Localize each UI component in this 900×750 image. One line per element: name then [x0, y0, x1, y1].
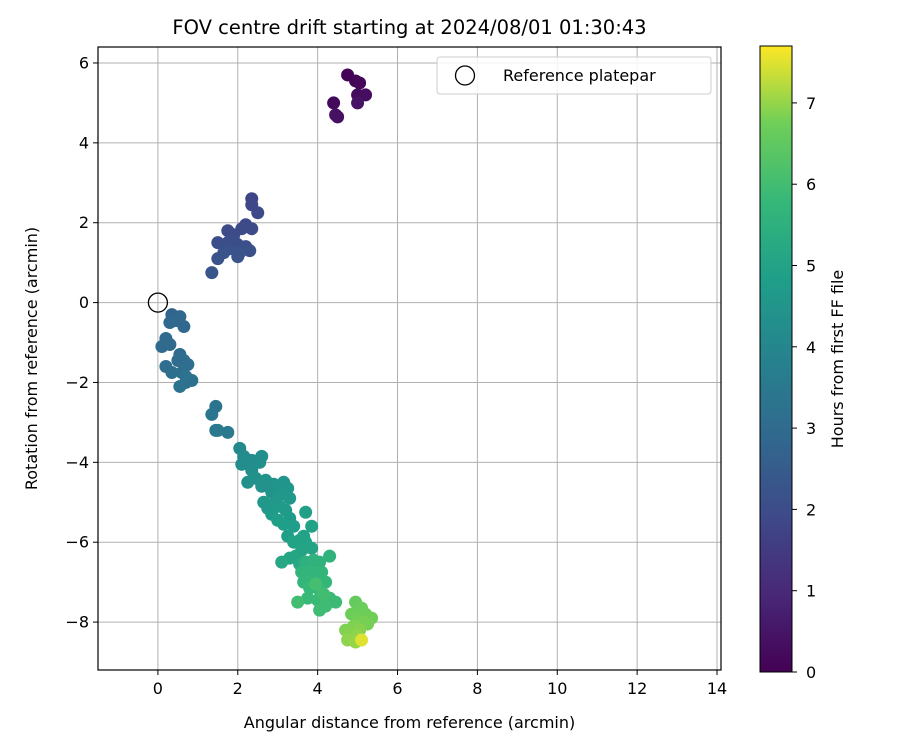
data-point	[227, 234, 241, 248]
data-point	[211, 236, 225, 250]
x-tick-label: 12	[627, 679, 647, 698]
data-point	[173, 310, 187, 324]
data-point	[283, 491, 297, 505]
colorbar-tick-label: 4	[806, 338, 816, 357]
legend: Reference platepar	[436, 56, 712, 95]
data-point	[163, 338, 177, 352]
x-tick-label: 2	[233, 679, 243, 698]
data-point	[241, 475, 255, 489]
y-tick-label: 2	[79, 213, 89, 232]
data-point	[329, 108, 343, 122]
x-tick-label: 14	[707, 679, 727, 698]
y-tick-label: 6	[79, 53, 89, 72]
data-point	[205, 266, 219, 280]
data-point	[271, 513, 285, 527]
legend-marker-circle	[454, 65, 476, 86]
y-tick-label: 4	[79, 133, 89, 152]
y-tick-label: −6	[65, 533, 89, 552]
data-point	[317, 587, 331, 601]
data-point	[163, 316, 177, 330]
chart-title: FOV centre drift starting at 2024/08/01 …	[172, 16, 646, 39]
data-point	[291, 595, 305, 609]
y-tick-label: −4	[65, 453, 89, 472]
data-point	[287, 535, 301, 549]
x-tick-label: 0	[153, 679, 163, 698]
data-point	[211, 423, 225, 437]
data-point	[211, 252, 225, 266]
data-point	[309, 577, 323, 591]
data-point	[231, 250, 245, 264]
data-point	[179, 369, 193, 383]
data-point	[323, 549, 337, 563]
data-point	[353, 76, 367, 90]
y-tick-label: −8	[65, 613, 89, 632]
data-point	[329, 595, 343, 609]
data-points	[155, 68, 379, 649]
data-point	[287, 519, 301, 533]
data-point	[171, 353, 185, 367]
colorbar-tick-label: 1	[806, 582, 816, 601]
colorbar-ticks: 0 1 2 3 4 5 6 7	[792, 94, 816, 682]
data-point	[251, 206, 265, 220]
colorbar-gradient	[759, 45, 793, 673]
data-point	[255, 479, 269, 493]
data-point	[295, 565, 309, 579]
y-axis-ticks: −8 −6 −4 −2 0 2 4 6	[65, 53, 98, 632]
data-point	[359, 88, 373, 102]
colorbar-tick-label: 6	[806, 175, 816, 194]
data-point	[305, 541, 319, 555]
x-tick-label: 10	[547, 679, 567, 698]
y-tick-label: 0	[79, 293, 89, 312]
x-axis-label: Angular distance from reference (arcmin)	[244, 713, 575, 732]
data-point	[165, 365, 179, 379]
data-point	[245, 222, 259, 236]
data-point	[221, 425, 235, 439]
data-point	[313, 603, 327, 617]
data-point	[327, 96, 341, 110]
data-point	[253, 455, 267, 469]
x-axis-ticks: 0 2 4 6 8 10 12 14	[153, 670, 727, 698]
data-point	[305, 519, 319, 533]
colorbar-label: Hours from first FF file	[828, 270, 847, 449]
data-point	[235, 457, 249, 471]
data-point	[315, 565, 329, 579]
x-tick-label: 6	[392, 679, 402, 698]
data-point	[313, 555, 327, 569]
data-point	[243, 244, 257, 258]
data-point	[355, 633, 369, 647]
y-axis-label: Rotation from reference (arcmin)	[22, 227, 41, 490]
data-point	[351, 96, 365, 110]
reference-point	[147, 292, 169, 313]
reference-marker	[147, 292, 169, 313]
colorbar-tick-label: 5	[806, 257, 816, 276]
legend-entry: Reference platepar	[503, 66, 656, 85]
colorbar: 0 1 2 3 4 5 6 7 Hours from first FF file	[759, 45, 847, 682]
colorbar-tick-label: 7	[806, 94, 816, 113]
data-point	[299, 505, 313, 519]
colorbar-tick-label: 3	[806, 419, 816, 438]
data-point	[173, 379, 187, 393]
data-point	[177, 320, 191, 334]
colorbar-tick-label: 2	[806, 500, 816, 519]
x-tick-label: 4	[313, 679, 323, 698]
data-point	[301, 591, 315, 605]
legend-box	[436, 56, 712, 95]
colorbar-tick-label: 0	[806, 663, 816, 682]
plot-frame	[97, 46, 722, 671]
grid-lines	[98, 47, 721, 670]
y-tick-label: −2	[65, 373, 89, 392]
x-tick-label: 8	[472, 679, 482, 698]
data-point	[205, 407, 219, 421]
data-point	[275, 555, 289, 569]
